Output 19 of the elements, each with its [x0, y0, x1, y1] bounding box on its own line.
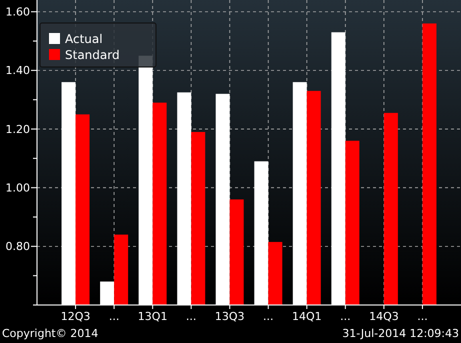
y-tick-label: 1.40	[6, 64, 30, 78]
x-tick-label: ...	[108, 310, 120, 323]
x-tick-label: 12Q3	[60, 310, 90, 323]
x-tick-label: 14Q3	[369, 310, 399, 323]
x-tick-label: ...	[340, 310, 351, 323]
text: Copyright© 2014	[2, 327, 98, 340]
x-tick-label: ...	[417, 310, 428, 323]
x-tick-label: 13Q1	[138, 310, 168, 323]
y-tick-label: 1.20	[6, 122, 30, 136]
y-tick-label: 1.60	[6, 6, 30, 19]
y-tick-label: 1.00	[6, 182, 30, 195]
legend-label: Standard	[65, 48, 120, 62]
legend-label: Actual	[65, 32, 103, 46]
x-tick-label: ...	[263, 310, 274, 323]
x-tick-label: 13Q3	[214, 310, 245, 323]
x-tick-label: ...	[186, 310, 196, 323]
text: 31-Jul-2014 12:09:43	[342, 327, 459, 340]
x-tick-label: 14Q1	[292, 310, 322, 323]
y-tick-label: 0.80	[6, 240, 30, 254]
